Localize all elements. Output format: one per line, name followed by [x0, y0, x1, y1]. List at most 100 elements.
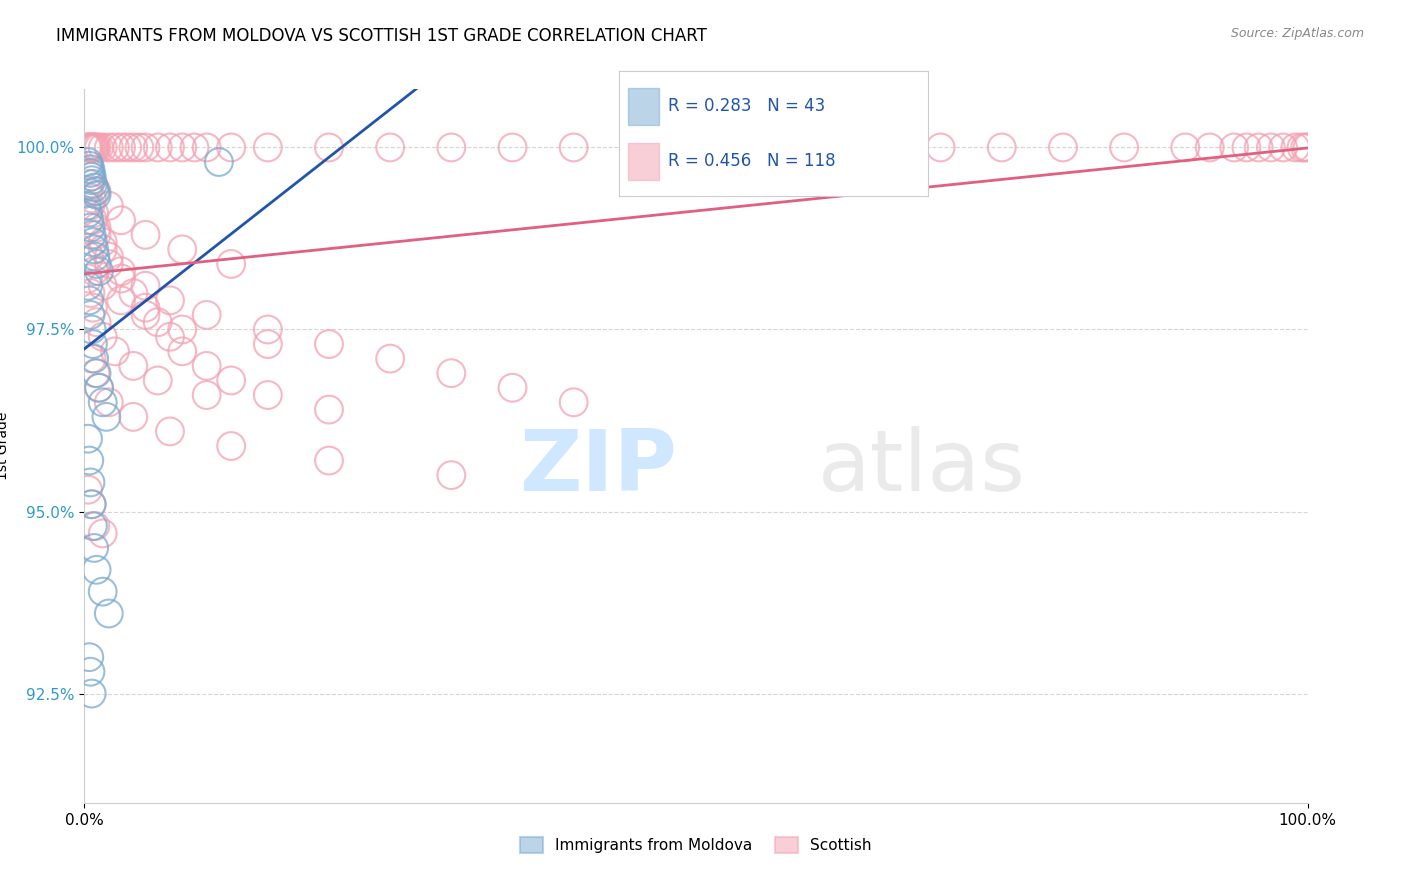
Point: [82, 140, 104, 154]
Point: [257, 337, 280, 351]
Point: [91, 140, 114, 154]
Point: [87, 140, 110, 154]
Point: [86, 140, 108, 154]
Point: [110, 213, 132, 227]
Point: [318, 402, 340, 417]
Point: [159, 293, 181, 308]
Text: R = 0.283   N = 43: R = 0.283 N = 43: [668, 97, 825, 115]
Point: [135, 278, 157, 293]
Point: [76, 199, 98, 213]
Bar: [628, 87, 659, 125]
Point: [122, 286, 145, 301]
Point: [82, 235, 104, 249]
Point: [80, 140, 103, 154]
Point: [1114, 140, 1136, 154]
Point: [502, 140, 524, 154]
Point: [257, 322, 280, 336]
Point: [83, 206, 105, 220]
Point: [807, 140, 830, 154]
Point: [146, 140, 169, 154]
Point: [562, 140, 585, 154]
Point: [1198, 140, 1220, 154]
Point: [135, 301, 157, 315]
Point: [747, 140, 769, 154]
Point: [80, 351, 103, 366]
Point: [80, 687, 103, 701]
Point: [86, 315, 108, 329]
Point: [80, 169, 103, 184]
Point: [79, 166, 101, 180]
Point: [79, 199, 101, 213]
Point: [96, 409, 118, 424]
Point: [91, 330, 114, 344]
Point: [77, 159, 100, 173]
Point: [159, 425, 181, 439]
Point: [77, 140, 100, 154]
Point: [77, 278, 100, 293]
Point: [135, 308, 157, 322]
Point: [172, 243, 194, 257]
Point: [440, 140, 463, 154]
Point: [380, 140, 402, 154]
Bar: [628, 143, 659, 180]
Point: [128, 140, 150, 154]
Point: [1236, 140, 1258, 154]
Point: [318, 453, 340, 467]
Point: [91, 395, 114, 409]
Point: [183, 140, 205, 154]
Point: [82, 301, 104, 315]
Point: [104, 344, 127, 359]
Point: [440, 366, 463, 380]
Point: [97, 199, 120, 213]
Point: [195, 359, 218, 373]
Point: [685, 140, 707, 154]
Point: [122, 409, 145, 424]
Point: [562, 395, 585, 409]
Point: [80, 497, 103, 511]
Point: [77, 177, 100, 191]
Point: [79, 169, 101, 184]
Text: ZIP: ZIP: [519, 425, 676, 509]
Point: [929, 140, 952, 154]
Point: [219, 257, 242, 271]
Point: [195, 140, 218, 154]
Point: [83, 243, 105, 257]
Point: [257, 140, 280, 154]
Point: [82, 519, 104, 533]
Point: [86, 187, 108, 202]
Point: [86, 227, 108, 242]
Point: [86, 220, 108, 235]
Y-axis label: 1st Grade: 1st Grade: [0, 412, 10, 480]
Point: [77, 650, 100, 665]
Point: [869, 140, 891, 154]
Point: [1291, 140, 1313, 154]
Point: [110, 293, 132, 308]
Point: [1247, 140, 1270, 154]
Point: [502, 381, 524, 395]
Point: [91, 278, 114, 293]
Point: [80, 227, 103, 242]
Text: R = 0.456   N = 118: R = 0.456 N = 118: [668, 153, 835, 170]
Text: Source: ZipAtlas.com: Source: ZipAtlas.com: [1230, 27, 1364, 40]
Point: [1294, 140, 1316, 154]
Point: [440, 468, 463, 483]
Point: [84, 519, 107, 533]
Point: [91, 584, 114, 599]
Point: [97, 257, 120, 271]
Point: [77, 140, 100, 154]
Text: IMMIGRANTS FROM MOLDOVA VS SCOTTISH 1ST GRADE CORRELATION CHART: IMMIGRANTS FROM MOLDOVA VS SCOTTISH 1ST …: [56, 27, 707, 45]
Point: [76, 140, 98, 154]
Point: [97, 607, 120, 621]
Point: [84, 366, 107, 380]
Point: [83, 264, 105, 278]
Point: [82, 177, 104, 191]
Point: [91, 235, 114, 249]
Point: [122, 140, 145, 154]
Point: [91, 526, 114, 541]
Point: [115, 140, 138, 154]
Point: [195, 388, 218, 402]
Point: [80, 191, 103, 205]
Point: [83, 140, 105, 154]
Point: [122, 359, 145, 373]
Point: [219, 374, 242, 388]
